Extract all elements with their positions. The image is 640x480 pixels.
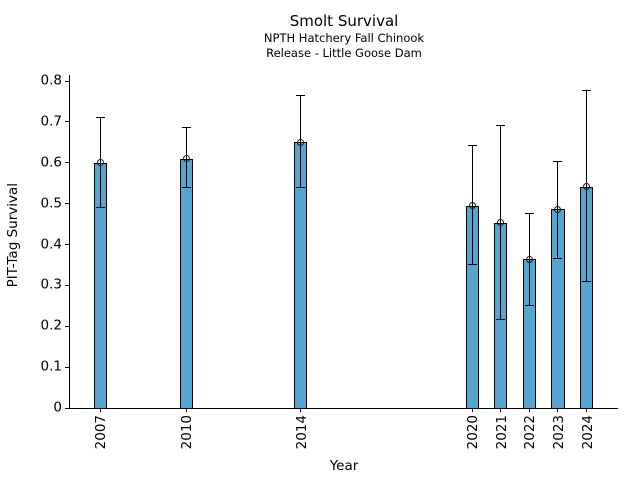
title-block: Smolt Survival NPTH Hatchery Fall Chinoo… bbox=[264, 11, 424, 61]
error-cap-top bbox=[553, 161, 563, 163]
error-cap-bottom bbox=[181, 186, 191, 188]
error-cap-top bbox=[296, 94, 306, 96]
error-cap-bottom bbox=[496, 319, 506, 321]
y-tick bbox=[65, 203, 69, 205]
x-tick-label-2024: 2024 bbox=[579, 415, 596, 450]
x-tick bbox=[471, 408, 473, 412]
chart-title: Smolt Survival bbox=[289, 12, 399, 30]
x-tick-label-2014: 2014 bbox=[293, 415, 310, 450]
error-cap-bottom bbox=[582, 280, 592, 282]
point-marker-2023 bbox=[554, 205, 562, 213]
x-tick-label-2010: 2010 bbox=[179, 415, 196, 450]
y-tick bbox=[65, 121, 69, 123]
error-cap-top bbox=[496, 125, 506, 127]
x-tick-label-2021: 2021 bbox=[493, 415, 510, 450]
x-tick-label-2023: 2023 bbox=[550, 415, 567, 450]
plot-area: 0 0.1 0.2 0.3 0.4 0.5 0.6 0.7 0.8 2007 2010 2014 202… bbox=[41, 74, 618, 449]
point-marker-2024 bbox=[583, 183, 591, 191]
y-tick-label: 0.6 bbox=[40, 154, 62, 171]
y-tick-label: 0.3 bbox=[40, 276, 62, 293]
y-tick bbox=[65, 407, 69, 409]
x-tick bbox=[185, 408, 187, 412]
x-tick-label-2007: 2007 bbox=[93, 415, 110, 450]
error-cap-top bbox=[582, 90, 592, 92]
point-marker-2020 bbox=[468, 202, 476, 210]
y-tick-label: 0.2 bbox=[40, 317, 62, 334]
y-tick-label: 0.5 bbox=[40, 195, 62, 212]
y-tick bbox=[65, 325, 69, 327]
point-marker-2010 bbox=[182, 155, 190, 163]
y-tick-label: 0 bbox=[53, 399, 62, 416]
y-tick bbox=[65, 162, 69, 164]
chart-subtitle-line2: Release - Little Goose Dam bbox=[266, 46, 422, 60]
error-cap-bottom bbox=[524, 304, 534, 306]
bar-2010 bbox=[179, 158, 193, 408]
x-tick bbox=[99, 408, 101, 412]
y-tick-label: 0.1 bbox=[40, 358, 62, 375]
error-cap-bottom bbox=[296, 186, 306, 188]
error-cap-bottom bbox=[553, 257, 563, 259]
y-tick bbox=[65, 80, 69, 82]
y-tick-label: 0.7 bbox=[40, 113, 62, 130]
point-marker-2022 bbox=[525, 255, 533, 263]
x-tick-label-2020: 2020 bbox=[465, 415, 482, 450]
point-marker-2014 bbox=[297, 138, 305, 146]
y-axis-label: PIT-Tag Survival bbox=[5, 183, 21, 288]
error-cap-top bbox=[467, 144, 477, 146]
chart-subtitle-line1: NPTH Hatchery Fall Chinook bbox=[263, 31, 425, 45]
error-cap-top bbox=[95, 116, 105, 118]
x-tick bbox=[300, 408, 302, 412]
y-tick bbox=[65, 284, 69, 286]
y-tick-label: 0.8 bbox=[40, 72, 62, 89]
y-tick bbox=[65, 244, 69, 246]
y-tick bbox=[65, 366, 69, 368]
x-tick bbox=[586, 408, 588, 412]
x-tick bbox=[528, 408, 530, 412]
error-cap-top bbox=[181, 127, 191, 129]
y-tick-label: 0.4 bbox=[40, 236, 62, 253]
point-marker-2021 bbox=[497, 219, 505, 227]
x-tick bbox=[557, 408, 559, 412]
x-tick-label-2022: 2022 bbox=[522, 415, 539, 450]
x-axis-label: Year bbox=[329, 458, 359, 474]
point-marker-2007 bbox=[96, 159, 104, 167]
error-cap-bottom bbox=[95, 207, 105, 209]
x-tick bbox=[500, 408, 502, 412]
error-cap-top bbox=[524, 213, 534, 214]
error-cap-bottom bbox=[467, 264, 477, 266]
